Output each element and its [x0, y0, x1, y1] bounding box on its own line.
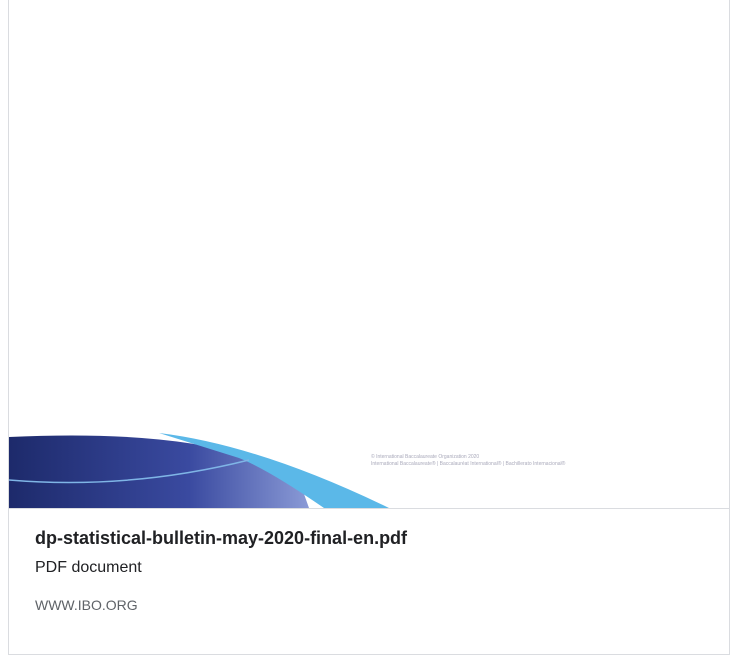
file-name[interactable]: dp-statistical-bulletin-may-2020-final-e… [35, 528, 408, 548]
swoosh-dark [9, 435, 309, 508]
trademark: International Baccalaureate® | Baccalaur… [371, 460, 566, 467]
file-info: dp-statistical-bulletin-may-2020-final-e… [35, 528, 407, 613]
result-card[interactable]: © International Baccalaureate Organizati… [8, 0, 730, 655]
swoosh-light [159, 433, 389, 508]
pdf-preview[interactable]: © International Baccalaureate Organizati… [9, 0, 729, 509]
site: WWW.IBO.ORG [35, 597, 138, 613]
swoosh-line [9, 459, 250, 484]
copyright: © International Baccalaureate Organizati… [371, 453, 479, 460]
file-type: PDF document [35, 559, 142, 576]
preview-art: © International Baccalaureate Organizati… [9, 433, 566, 508]
